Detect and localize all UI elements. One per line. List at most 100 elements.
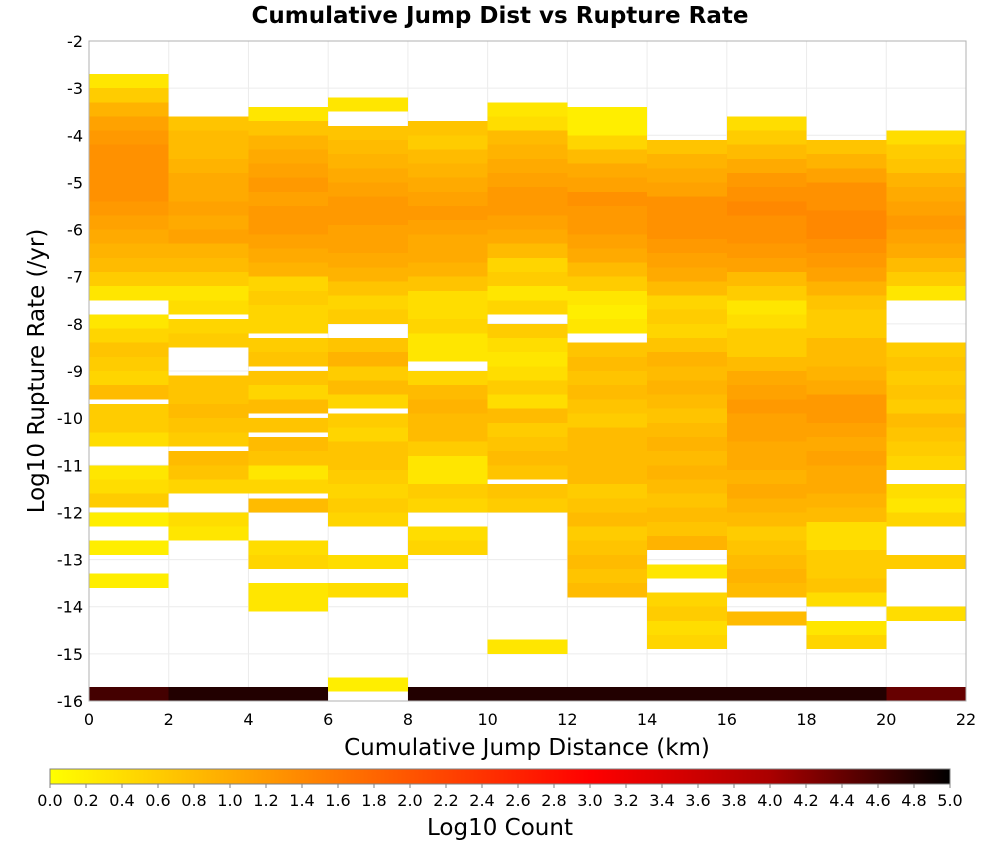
heatmap-cell (89, 272, 169, 287)
heatmap-cell (248, 498, 329, 513)
heatmap-cell (487, 102, 568, 117)
heatmap-cell (567, 305, 648, 320)
heatmap-cell (168, 130, 249, 145)
heatmap-cell (89, 512, 169, 527)
heatmap-cell (886, 342, 966, 357)
heatmap-cell (567, 484, 648, 499)
colorbar-tick-label: 1.4 (289, 791, 314, 810)
heatmap-cell (647, 196, 727, 211)
heatmap-cell (487, 215, 568, 230)
heatmap-cell (89, 356, 169, 371)
heatmap-cell (487, 366, 568, 381)
heatmap-cell (168, 229, 249, 244)
heatmap-cell (248, 385, 329, 400)
x-tick-label: 6 (323, 710, 333, 729)
heatmap-cell (647, 154, 727, 169)
heatmap-cell (567, 413, 648, 428)
heatmap-cell (806, 239, 887, 254)
heatmap-cell (328, 366, 408, 381)
colorbar-tick-label: 1.6 (325, 791, 350, 810)
colorbar-tick-label: 1.0 (217, 791, 242, 810)
colorbar-tick-label: 4.2 (793, 791, 818, 810)
heatmap-cell (726, 314, 807, 329)
heatmap-cell (328, 267, 408, 282)
heatmap-cell (89, 328, 169, 343)
heatmap-cell (248, 465, 329, 480)
heatmap-cell (487, 272, 568, 287)
heatmap-cell (248, 583, 329, 598)
heatmap-cell (89, 686, 169, 701)
heatmap-cell (886, 512, 966, 527)
x-tick-label: 14 (637, 710, 657, 729)
heatmap-cell (248, 135, 329, 150)
heatmap-cell (248, 149, 329, 164)
heatmap-cell (248, 234, 329, 249)
heatmap-cell (407, 177, 488, 192)
heatmap-cell (726, 116, 807, 131)
heatmap-cell (487, 229, 568, 244)
y-tick-label: -6 (67, 221, 83, 240)
heatmap-cell (328, 239, 408, 254)
heatmap-cell (89, 314, 169, 329)
heatmap-cell (886, 187, 966, 202)
heatmap-cell (886, 554, 966, 569)
heatmap-cell (248, 437, 329, 452)
y-tick-label: -2 (67, 32, 83, 51)
x-tick-label: 12 (557, 710, 577, 729)
heatmap-cell (168, 201, 249, 216)
heatmap-cell (407, 413, 488, 428)
heatmap-cell (567, 455, 648, 470)
heatmap-cell (89, 102, 169, 117)
heatmap-cell (726, 229, 807, 244)
heatmap-cell (726, 385, 807, 400)
heatmap-cell (328, 140, 408, 155)
heatmap-cell (886, 498, 966, 513)
heatmap-cell (248, 290, 329, 305)
heatmap-cell (248, 451, 329, 466)
heatmap-cell (886, 257, 966, 272)
heatmap-cell (647, 394, 727, 409)
heatmap-cell (886, 272, 966, 287)
heatmap-cell (328, 677, 408, 692)
heatmap-cell (328, 182, 408, 197)
heatmap-cell (806, 635, 887, 650)
heatmap-cell (886, 243, 966, 258)
x-tick-label: 18 (796, 710, 816, 729)
heatmap-cell (328, 352, 408, 367)
heatmap-cell (647, 323, 727, 338)
heatmap-cell (487, 338, 568, 353)
heatmap-cell (407, 220, 488, 235)
heatmap-cell (407, 163, 488, 178)
heatmap-cell (328, 512, 408, 527)
heatmap-cell (567, 276, 648, 291)
y-axis-ticks: -2 -3 -4 -5 -6 -7 -8 -9 -10 -11 -12 -13 -14 -15 -16 (57, 32, 83, 711)
colorbar-ticks: 0.0 0.2 0.4 0.6 0.8 1.0 1.2 1.4 1.6 1.8 2.0 2.2 2.4 2… (37, 784, 963, 810)
heatmap-cell (806, 536, 887, 551)
heatmap-cell (248, 352, 329, 367)
heatmap-cell (407, 248, 488, 263)
heatmap-cell (647, 635, 727, 650)
heatmap-cell (487, 484, 568, 499)
heatmap-cell (407, 191, 488, 206)
heatmap-cell (248, 338, 329, 353)
heatmap-cell (726, 413, 807, 428)
heatmap-cell (567, 290, 648, 305)
heatmap-cell (806, 154, 887, 169)
colorbar-tick-label: 3.8 (721, 791, 746, 810)
heatmap-cell (726, 158, 807, 173)
heatmap-cell (168, 526, 249, 541)
heatmap-cell (407, 347, 488, 362)
heatmap-cell (407, 371, 488, 386)
heatmap-cell (647, 493, 727, 508)
heatmap-cell (567, 163, 648, 178)
heatmap-cell (726, 526, 807, 541)
heatmap-cell (567, 356, 648, 371)
heatmap-cell (328, 455, 408, 470)
heatmap-cell (248, 305, 329, 320)
heatmap-cell (407, 526, 488, 541)
heatmap-cell (726, 342, 807, 357)
heatmap-cell (647, 224, 727, 239)
heatmap-cell (726, 455, 807, 470)
heatmap-cell (487, 323, 568, 338)
heatmap-cell (407, 234, 488, 249)
